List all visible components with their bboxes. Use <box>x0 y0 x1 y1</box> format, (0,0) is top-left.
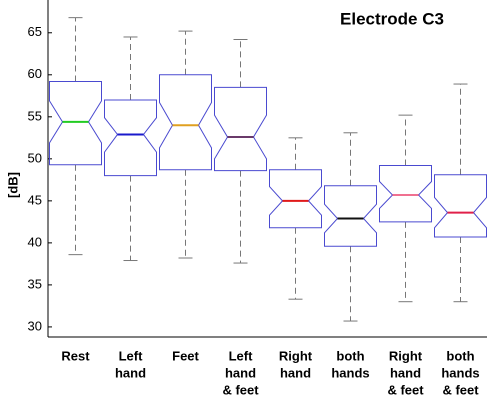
box <box>104 99 157 177</box>
x-tick-label: hand <box>225 365 256 380</box>
x-tick-label: hand <box>280 365 311 380</box>
y-tick-label: 60 <box>28 66 42 81</box>
y-tick-label: 30 <box>28 318 42 333</box>
y-tick-label: 40 <box>28 234 42 249</box>
box <box>324 185 377 247</box>
y-tick-label: 50 <box>28 150 42 165</box>
x-tick-label: & feet <box>387 382 424 397</box>
x-tick-label: Right <box>279 348 313 363</box>
x-tick-label: & feet <box>442 382 479 397</box>
x-tick-label: hand <box>115 365 146 380</box>
x-tick-label: Right <box>389 348 423 363</box>
x-tick-label: hands <box>331 365 369 380</box>
chart-title: Electrode C3 <box>340 9 444 28</box>
x-tick-label: & feet <box>222 382 259 397</box>
x-tick-label: Left <box>119 348 144 363</box>
x-tick-label: hands <box>441 365 479 380</box>
y-tick-label: 65 <box>28 24 42 39</box>
x-tick-label: hand <box>390 365 421 380</box>
box <box>269 169 322 229</box>
x-tick-label: Feet <box>172 348 199 363</box>
y-tick-label: 35 <box>28 276 42 291</box>
x-tick-label: both <box>446 348 474 363</box>
y-tick-label: 45 <box>28 192 42 207</box>
box <box>214 86 267 172</box>
box <box>434 174 487 238</box>
x-tick-label: Rest <box>61 348 90 363</box>
box <box>49 81 102 166</box>
box <box>379 165 432 223</box>
y-tick-label: 55 <box>28 108 42 123</box>
box <box>159 74 212 171</box>
x-tick-label: Left <box>229 348 254 363</box>
x-tick-label: both <box>336 348 364 363</box>
y-axis-label: [dB] <box>5 172 20 198</box>
